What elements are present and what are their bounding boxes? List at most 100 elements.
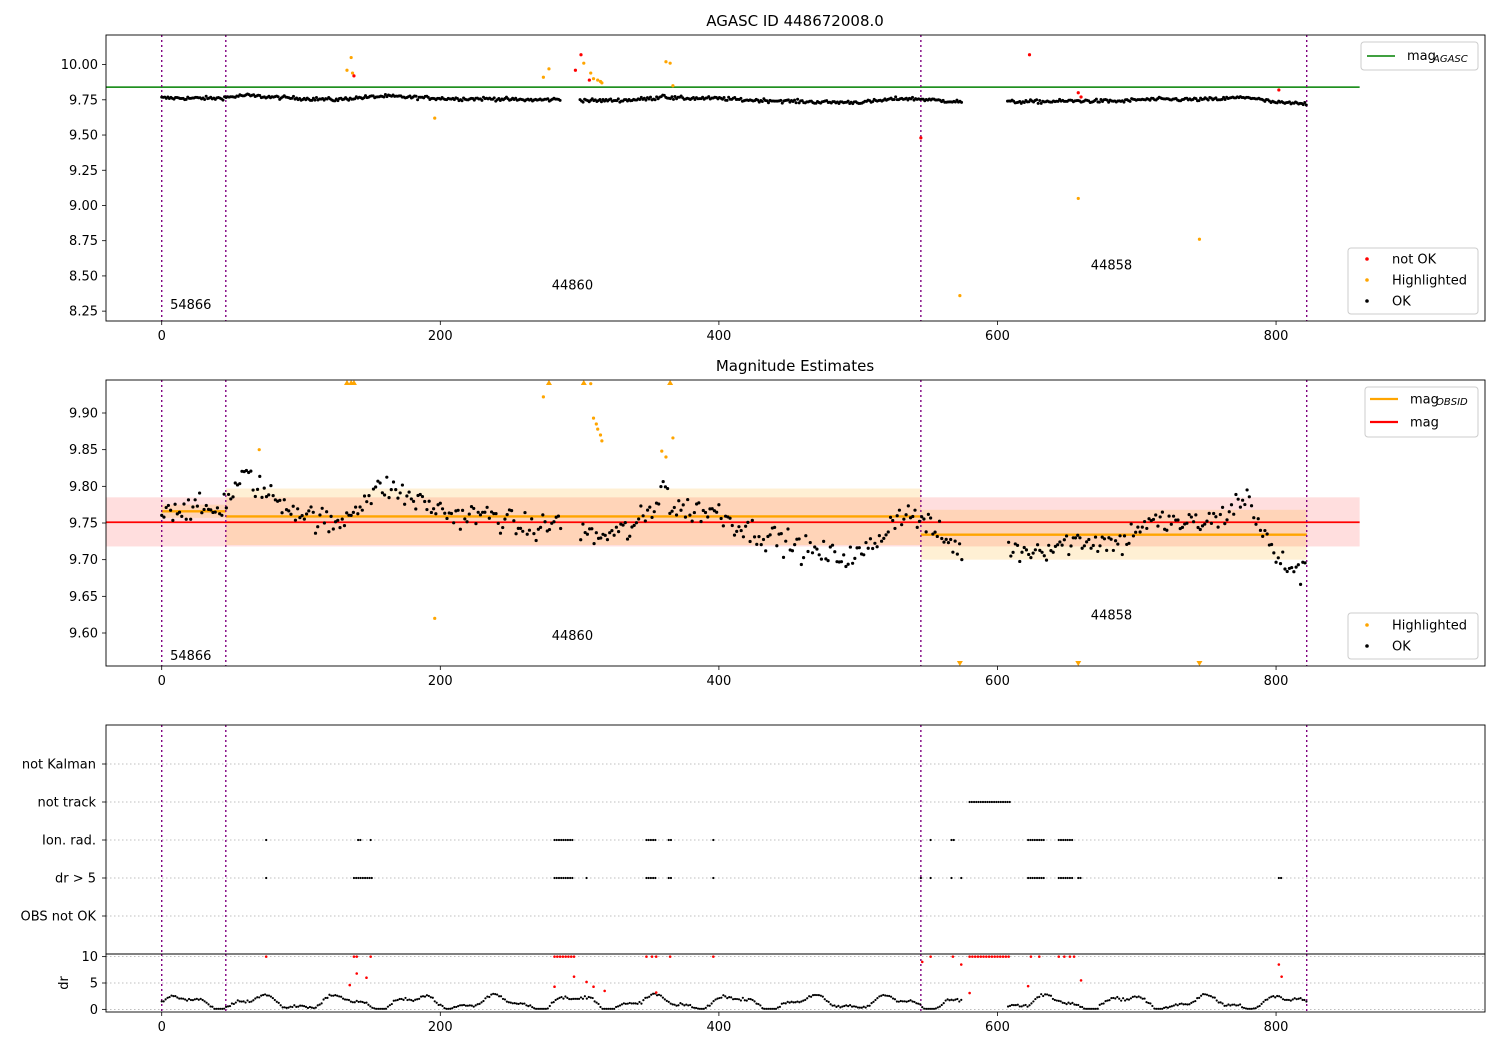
dr-point [878, 995, 881, 998]
dr-point-flagged [987, 955, 991, 958]
ok-point [677, 499, 681, 503]
flag-point [669, 838, 673, 842]
dr-point [1100, 1002, 1103, 1005]
ok-point [592, 541, 596, 546]
flag-point [1008, 800, 1011, 804]
dr-point [538, 1007, 542, 1010]
dr-point [1285, 998, 1289, 1002]
highlighted-point [589, 382, 593, 386]
dr-point [1022, 1004, 1025, 1007]
dr-point [741, 996, 744, 999]
flag-point [557, 838, 561, 842]
flag-point [560, 876, 563, 880]
dr-point [1053, 998, 1056, 1002]
flag-point [1071, 876, 1074, 880]
ok-point [376, 479, 380, 483]
highlighted-point [589, 71, 593, 75]
dr-point-flagged [556, 955, 559, 958]
ok-point [672, 505, 676, 510]
ok-point [780, 101, 784, 105]
ok-point [632, 523, 636, 527]
dr-point [923, 1007, 926, 1010]
dr-point [1180, 1002, 1183, 1005]
dr-point [1122, 997, 1125, 1000]
flag-point [553, 838, 556, 842]
ok-point [204, 503, 208, 508]
dr-point [603, 1007, 606, 1010]
dr-point [519, 1002, 522, 1005]
dr-point [778, 1005, 781, 1008]
dr-point [1110, 996, 1113, 1000]
dr-point [1036, 996, 1039, 999]
dr-point [566, 996, 569, 999]
highlighted-point [596, 78, 600, 82]
ok-point [423, 499, 427, 504]
dr-point [338, 995, 341, 998]
flag-point [1064, 838, 1067, 842]
ok-point [351, 510, 355, 514]
dr-point [825, 999, 828, 1003]
ok-point [213, 510, 217, 514]
dr-point [281, 1006, 284, 1009]
ok-point [258, 474, 262, 478]
ok-point [362, 494, 367, 498]
highlighted-point [596, 427, 600, 431]
dr-point-flagged [585, 980, 588, 984]
highlighted-point [600, 439, 604, 443]
ok-point [610, 529, 614, 533]
dr-point [948, 999, 951, 1002]
dr-point [367, 1003, 370, 1006]
dr-point [365, 1001, 368, 1004]
ok-point [746, 520, 750, 524]
dr-point [277, 1001, 280, 1004]
dr-point [905, 1000, 908, 1003]
x-tick-label: 800 [1264, 329, 1289, 344]
flag-point [569, 876, 572, 880]
ok-point [1089, 546, 1093, 550]
ok-point [438, 501, 442, 505]
y-tick-label: 9.80 [69, 480, 98, 495]
x-tick-label: 0 [158, 329, 166, 344]
dr-point [712, 1000, 715, 1003]
dr-point [527, 1005, 530, 1008]
ok-point [173, 502, 177, 506]
ok-point [663, 485, 668, 489]
ok-point [460, 99, 464, 103]
ok-point [1303, 561, 1307, 565]
dr-point [880, 994, 883, 997]
highlighted-point [350, 71, 355, 75]
dr-point-flagged [1057, 955, 1061, 958]
ok-point [1189, 515, 1193, 519]
ok-point [547, 527, 552, 532]
dr-point [164, 998, 167, 1001]
flag-point [265, 838, 268, 842]
dr-point [1289, 999, 1292, 1002]
ok-point [336, 518, 340, 522]
dr-point [1268, 996, 1271, 999]
ok-point [1051, 550, 1055, 554]
dr-point [661, 996, 664, 999]
dr-point [435, 1001, 438, 1004]
ok-point [628, 534, 632, 538]
dr-point [1081, 1005, 1084, 1009]
ok-point [184, 97, 188, 101]
ok-point [440, 507, 445, 511]
dr-point [390, 1002, 393, 1006]
dr-point [394, 999, 397, 1002]
dr-point [262, 993, 265, 997]
dr-point [550, 1001, 553, 1004]
ok-point [697, 501, 701, 505]
highlighted-point [958, 294, 962, 298]
ok-point [552, 520, 556, 524]
dr-point [919, 1003, 922, 1006]
dr-point [490, 993, 493, 996]
dr-point [310, 1006, 313, 1009]
dr-point [876, 997, 879, 1000]
obsid-label: 44860 [552, 629, 593, 644]
dr-point [501, 997, 505, 1001]
dr-point [831, 1004, 834, 1007]
flag-point [1064, 876, 1067, 880]
ok-point [888, 515, 893, 519]
flag-point [1033, 876, 1036, 880]
